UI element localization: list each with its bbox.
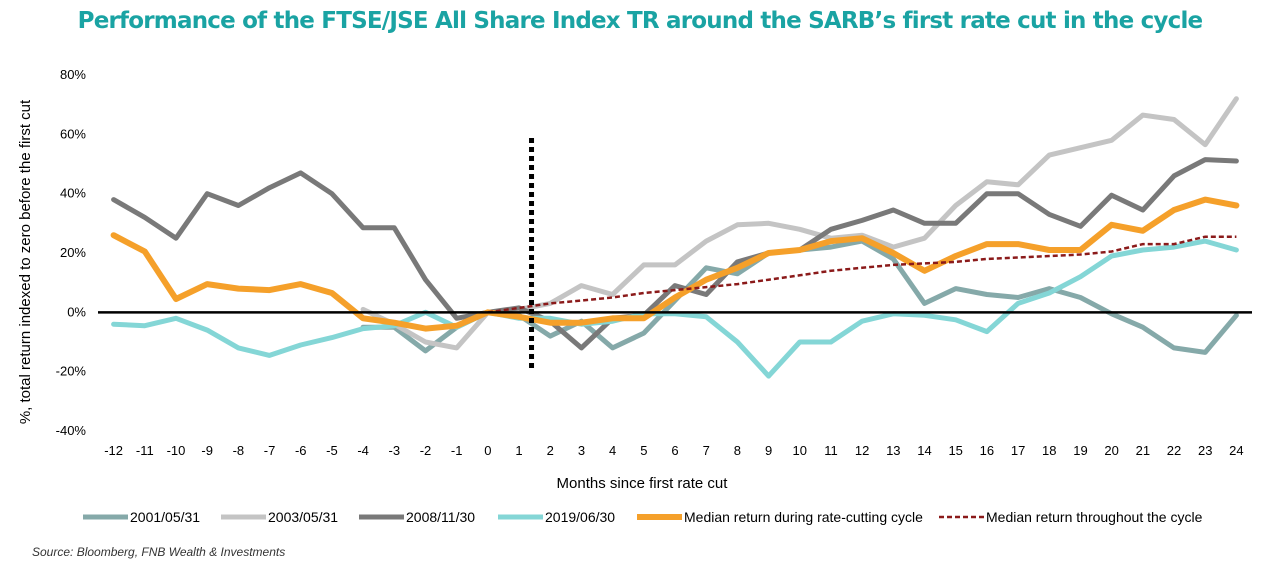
x-axis-title: Months since first rate cut <box>557 475 729 492</box>
x-tick-label: 22 <box>1167 443 1181 458</box>
x-tick-label: -8 <box>233 443 245 458</box>
y-tick-label: 0% <box>67 304 86 319</box>
x-tick-label: 20 <box>1104 443 1118 458</box>
x-tick-label: -5 <box>326 443 338 458</box>
y-tick-label: 40% <box>60 186 86 201</box>
series-line-2 <box>111 157 1239 351</box>
y-tick-label: -40% <box>56 423 87 438</box>
x-axis: -12 -11 -10 -9 -8 -7 -6 -5 -4 -3 -2 -1 0 1 2 3 4 5 6 7 8 9 10 1… <box>104 443 1243 458</box>
x-tick-label: -10 <box>167 443 186 458</box>
series-layer <box>110 96 1240 379</box>
y-axis-title: %, total return indexed to zero before t… <box>17 99 34 424</box>
legend: 2001/05/31 2003/05/31 2008/11/30 2019/06/30… <box>83 509 1203 525</box>
line-chart: -40%-20%0%20%40%60%80% -12 -11 -10 -9 -8 -7 -6… <box>17 67 1252 525</box>
x-tick-label: -1 <box>451 443 463 458</box>
source-note: Source: Bloomberg, FNB Wealth & Investme… <box>32 545 286 559</box>
x-tick-label: -4 <box>357 443 369 458</box>
x-tick-label: 12 <box>855 443 869 458</box>
x-tick-label: 4 <box>609 443 616 458</box>
legend-label-1: 2003/05/31 <box>268 509 338 525</box>
x-tick-label: 1 <box>515 443 522 458</box>
x-tick-label: 13 <box>886 443 900 458</box>
x-tick-label: 3 <box>578 443 585 458</box>
x-tick-label: -2 <box>420 443 432 458</box>
x-tick-label: 21 <box>1136 443 1150 458</box>
x-tick-label: 11 <box>824 443 838 458</box>
y-tick-label: -20% <box>56 364 87 379</box>
x-tick-label: 7 <box>703 443 710 458</box>
x-tick-label: 6 <box>671 443 678 458</box>
x-tick-label: 16 <box>980 443 994 458</box>
x-tick-label: 0 <box>484 443 491 458</box>
series-line-5 <box>487 235 1237 314</box>
x-tick-label: 18 <box>1042 443 1056 458</box>
x-tick-label: -9 <box>201 443 213 458</box>
y-tick-label: 60% <box>60 126 86 141</box>
x-tick-label: 23 <box>1198 443 1212 458</box>
chart-title: Performance of the FTSE/JSE All Share In… <box>77 8 1203 34</box>
x-tick-label: 14 <box>917 443 931 458</box>
x-tick-label: 8 <box>734 443 741 458</box>
legend-label-0: 2001/05/31 <box>130 509 200 525</box>
x-tick-label: 24 <box>1229 443 1243 458</box>
y-tick-label: 80% <box>60 67 86 82</box>
x-tick-label: 19 <box>1073 443 1087 458</box>
x-tick-label: -7 <box>264 443 276 458</box>
x-tick-label: 2 <box>547 443 554 458</box>
legend-label-4: Median return during rate-cutting cycle <box>684 509 923 525</box>
series-line-3 <box>111 238 1239 379</box>
x-tick-label: 15 <box>948 443 962 458</box>
x-tick-label: -6 <box>295 443 307 458</box>
x-tick-label: -3 <box>389 443 401 458</box>
x-tick-label: 9 <box>765 443 772 458</box>
x-tick-label: 17 <box>1011 443 1025 458</box>
y-axis: -40% -20% 0% 20% 40% 60% 80% <box>56 67 87 438</box>
x-tick-label: 10 <box>793 443 807 458</box>
x-tick-label: 5 <box>640 443 647 458</box>
y-tick-label: 20% <box>60 245 86 260</box>
legend-label-5: Median return throughout the cycle <box>986 509 1203 525</box>
legend-label-3: 2019/06/30 <box>545 509 615 525</box>
legend-label-2: 2008/11/30 <box>406 509 475 525</box>
series-line-4 <box>110 196 1240 332</box>
x-tick-label: -11 <box>136 443 154 458</box>
x-tick-label: -12 <box>104 443 123 458</box>
